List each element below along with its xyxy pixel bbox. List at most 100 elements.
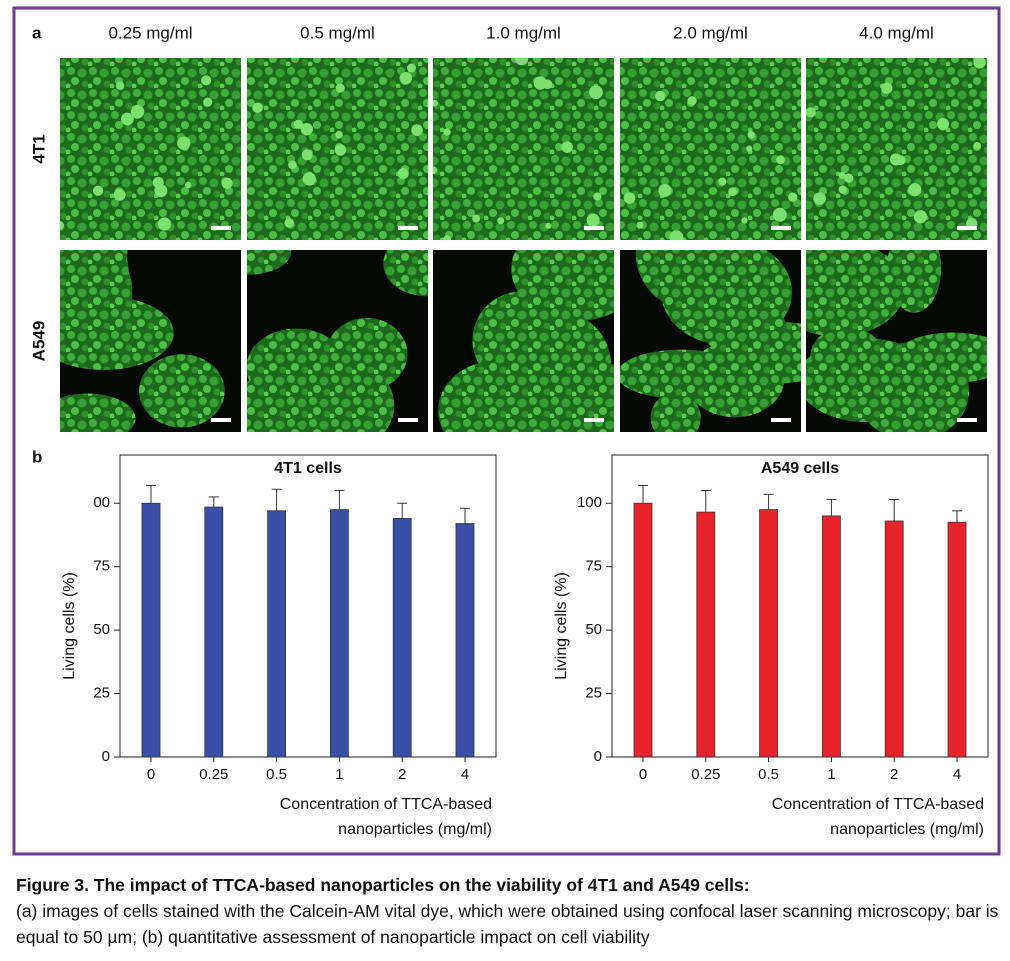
bright-cell — [203, 97, 213, 107]
y-tick-label: 0 — [594, 748, 602, 765]
micrograph — [60, 250, 241, 432]
bright-cell — [472, 214, 481, 223]
column-label: 0.25 mg/ml — [108, 23, 192, 42]
bright-cell — [397, 168, 409, 180]
scale-bar — [957, 226, 977, 230]
bar — [141, 502, 161, 758]
bright-cell — [776, 155, 785, 165]
bright-cell — [60, 221, 65, 230]
bright-cell — [788, 192, 798, 202]
bar — [947, 521, 967, 758]
column-label: 4.0 mg/ml — [859, 23, 934, 42]
bright-cell — [284, 218, 295, 228]
bar — [884, 520, 904, 758]
scale-bar — [398, 226, 418, 230]
y-tick-label: 25 — [93, 685, 110, 702]
bar — [329, 509, 349, 758]
bright-cell — [293, 119, 304, 130]
bright-cell — [843, 173, 854, 183]
bright-cell — [655, 90, 666, 102]
chart-title: A549 cells — [761, 460, 839, 477]
scale-bar — [771, 226, 791, 230]
bright-cell — [121, 112, 134, 126]
bright-cell — [335, 130, 343, 139]
bright-cell — [433, 166, 438, 175]
bright-cell — [741, 217, 748, 224]
bright-cell — [335, 83, 345, 93]
bright-cell — [497, 217, 505, 225]
micrograph — [620, 58, 801, 240]
cells — [433, 58, 614, 240]
bright-cell — [301, 149, 313, 161]
scale-bar — [957, 418, 977, 422]
cell-cluster — [887, 250, 942, 313]
cell-cluster — [620, 349, 746, 399]
bright-cell — [728, 187, 737, 197]
cell-cluster — [511, 250, 614, 321]
bright-cell — [115, 81, 125, 90]
micrograph — [806, 250, 987, 432]
bar — [267, 510, 287, 758]
caption-title: Figure 3. The impact of TTCA-based nanop… — [16, 875, 750, 895]
cells — [620, 58, 801, 240]
cell-cluster — [383, 250, 428, 297]
bar — [696, 511, 716, 758]
cell-cluster — [326, 317, 408, 391]
bright-cell — [623, 192, 636, 204]
bright-cell — [411, 124, 423, 137]
bright-cell — [300, 123, 314, 136]
bright-cell — [157, 217, 172, 231]
plot-frame — [611, 454, 989, 758]
y-tick-label: 75 — [93, 558, 110, 575]
bright-cell — [636, 221, 644, 229]
x-tick-label: 2 — [398, 766, 406, 783]
y-axis-label: Living cells (%) — [61, 572, 78, 680]
bar — [204, 506, 224, 758]
bright-cell — [184, 181, 192, 189]
bright-cell — [687, 96, 697, 106]
y-tick-label: 50 — [585, 621, 602, 638]
y-tick-label: 0 — [102, 748, 110, 765]
bright-cell — [201, 75, 212, 86]
column-label: 0.5 mg/ml — [300, 23, 375, 42]
scale-bar — [584, 418, 604, 422]
bright-cell — [589, 85, 603, 100]
bright-cell — [772, 207, 787, 222]
row-label: 4T1 — [29, 134, 48, 163]
row-label: A549 — [29, 321, 48, 362]
x-tick-label: 0 — [639, 766, 647, 783]
x-axis-label: nanoparticles (mg/ml) — [830, 821, 984, 838]
y-tick-label: 50 — [93, 621, 110, 638]
cell-cluster — [806, 250, 891, 292]
column-label: 1.0 mg/ml — [486, 23, 561, 42]
caption: Figure 3. The impact of TTCA-based nanop… — [16, 872, 1001, 950]
micrograph — [247, 250, 428, 432]
bright-cell — [913, 210, 928, 224]
cell-cluster — [438, 361, 552, 432]
scale-bar — [584, 226, 604, 230]
cell-cluster — [810, 326, 883, 385]
x-tick-label: 0.5 — [266, 766, 287, 783]
bright-cell — [252, 102, 263, 114]
cell-cluster — [650, 392, 701, 432]
bright-cell — [130, 104, 145, 119]
cells — [806, 58, 987, 240]
bright-cell — [545, 222, 552, 229]
figure-border — [12, 6, 1001, 856]
bright-cell — [838, 185, 847, 194]
micrograph — [60, 58, 241, 240]
chart-title: 4T1 cells — [274, 460, 342, 477]
x-axis-label: Concentration of TTCA-based — [772, 796, 984, 813]
bright-cell — [937, 117, 950, 130]
bright-cell — [895, 155, 906, 166]
bar — [759, 509, 778, 758]
x-axis-label: Concentration of TTCA-based — [280, 796, 492, 813]
panel-label: a — [32, 23, 42, 42]
bright-cell — [813, 192, 826, 205]
bright-cell — [908, 183, 922, 197]
micrograph — [806, 58, 987, 240]
y-tick-label: 00 — [93, 494, 110, 511]
bright-cell — [561, 141, 573, 153]
scale-bar — [398, 418, 418, 422]
caption-body: (a) images of cells stained with the Cal… — [16, 901, 999, 947]
